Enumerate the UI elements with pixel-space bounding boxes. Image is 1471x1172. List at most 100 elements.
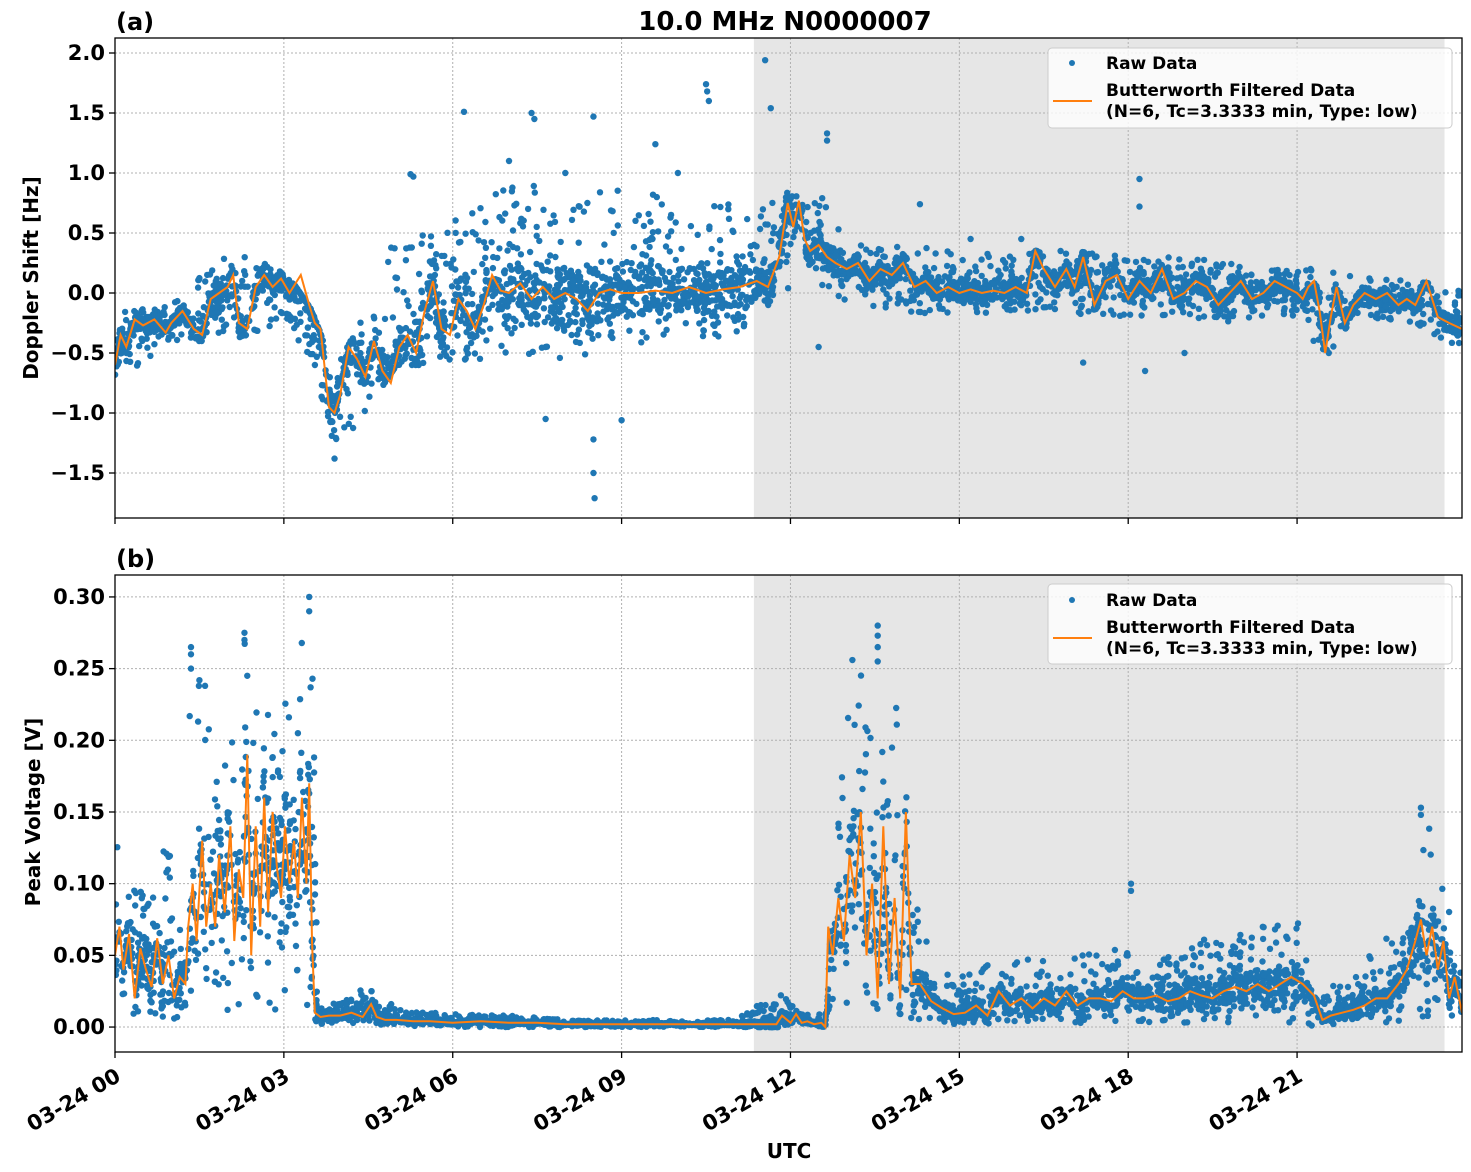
- raw-data-point: [744, 215, 751, 223]
- raw-data-point: [518, 265, 525, 273]
- raw-data-point: [139, 337, 146, 345]
- raw-data-point: [743, 302, 750, 310]
- raw-data-outlier: [815, 343, 822, 351]
- panel-a-x-axis-ticks: [114, 518, 1298, 524]
- raw-data-point: [1305, 316, 1312, 324]
- raw-data-point: [1243, 294, 1251, 302]
- raw-data-point: [532, 272, 539, 279]
- raw-data-point: [968, 296, 975, 303]
- raw-data-point: [639, 329, 646, 336]
- raw-data-point: [241, 254, 248, 261]
- raw-data-point: [646, 243, 653, 251]
- raw-data-point: [479, 328, 486, 335]
- raw-data-point: [591, 265, 599, 273]
- raw-data-point: [586, 292, 593, 300]
- raw-data-point: [121, 308, 129, 316]
- raw-data-point: [943, 262, 951, 270]
- raw-data-point: [511, 324, 518, 332]
- raw-data-point: [1271, 297, 1278, 305]
- raw-data-point: [1190, 952, 1197, 959]
- raw-data-point: [849, 267, 856, 275]
- raw-data-point: [477, 205, 484, 212]
- raw-data-point: [1034, 299, 1042, 306]
- raw-data-point: [620, 284, 628, 291]
- raw-data-point: [448, 283, 456, 290]
- raw-data-point: [190, 315, 197, 322]
- raw-data-point: [1319, 998, 1326, 1006]
- raw-data-point: [244, 283, 251, 290]
- raw-data-point: [550, 212, 557, 219]
- raw-data-point: [243, 907, 250, 914]
- raw-data-point: [569, 277, 577, 284]
- raw-data-point: [972, 301, 979, 308]
- raw-data-outlier: [531, 115, 538, 123]
- raw-data-point: [1325, 349, 1333, 357]
- raw-data-point: [361, 407, 368, 415]
- raw-data-point: [1002, 282, 1009, 289]
- raw-data-point: [764, 298, 771, 305]
- raw-data-point: [837, 277, 845, 284]
- raw-data-point: [384, 359, 391, 366]
- raw-data-point: [295, 337, 302, 344]
- raw-data-point: [1117, 291, 1124, 299]
- raw-data-point: [705, 307, 712, 315]
- raw-data-point: [449, 349, 456, 356]
- raw-data-point: [627, 266, 634, 274]
- raw-data-point: [144, 344, 151, 351]
- raw-data-point: [589, 335, 596, 342]
- raw-data-point: [770, 224, 778, 231]
- raw-data-point: [717, 250, 724, 258]
- raw-data-point: [630, 243, 638, 251]
- raw-data-point: [1213, 261, 1220, 268]
- raw-data-point: [1039, 271, 1047, 278]
- raw-data-point: [620, 299, 627, 306]
- raw-data-point: [586, 265, 593, 272]
- raw-data-outlier: [1136, 175, 1143, 183]
- raw-data-point: [682, 320, 689, 327]
- raw-data-point: [424, 280, 431, 287]
- raw-data-point: [894, 243, 901, 251]
- raw-data-point: [360, 359, 367, 366]
- raw-data-point: [1039, 957, 1047, 965]
- raw-data-point: [680, 298, 687, 306]
- raw-data-point: [1126, 268, 1134, 276]
- raw-data-point: [1397, 277, 1404, 284]
- raw-data-point: [790, 233, 797, 241]
- raw-data-point: [561, 296, 568, 303]
- raw-data-point: [390, 353, 397, 361]
- raw-data-point: [600, 308, 607, 315]
- raw-data-point: [525, 350, 533, 357]
- raw-data-point: [443, 344, 451, 351]
- raw-data-point: [687, 222, 695, 230]
- raw-data-point: [166, 874, 173, 881]
- raw-data-point: [708, 297, 716, 304]
- raw-data-point: [1439, 885, 1446, 892]
- raw-data-point: [139, 306, 146, 313]
- raw-data-point: [1367, 298, 1374, 305]
- raw-data-point: [706, 223, 713, 230]
- raw-data-point: [345, 420, 352, 427]
- raw-data-point: [117, 330, 125, 337]
- raw-data-point: [1065, 277, 1072, 285]
- raw-data-point: [642, 238, 650, 245]
- raw-data-point: [703, 286, 710, 293]
- raw-data-point: [817, 235, 824, 243]
- raw-data-point: [572, 318, 579, 326]
- raw-data-point: [264, 959, 272, 966]
- raw-data-point: [575, 268, 582, 276]
- raw-data-point: [588, 318, 596, 325]
- raw-data-point: [1176, 287, 1183, 294]
- raw-data-point: [1039, 285, 1046, 293]
- raw-data-point: [916, 300, 923, 307]
- raw-data-point: [736, 295, 743, 302]
- raw-data-point: [1308, 267, 1315, 274]
- raw-data-point: [1242, 272, 1250, 279]
- raw-data-point: [221, 291, 228, 299]
- raw-data-point: [1135, 268, 1142, 275]
- raw-data-point: [400, 289, 407, 296]
- raw-data-point: [1452, 313, 1459, 321]
- raw-data-point: [454, 278, 461, 285]
- raw-data-point: [822, 204, 830, 211]
- raw-data-point: [850, 255, 857, 262]
- raw-data-point: [473, 332, 480, 340]
